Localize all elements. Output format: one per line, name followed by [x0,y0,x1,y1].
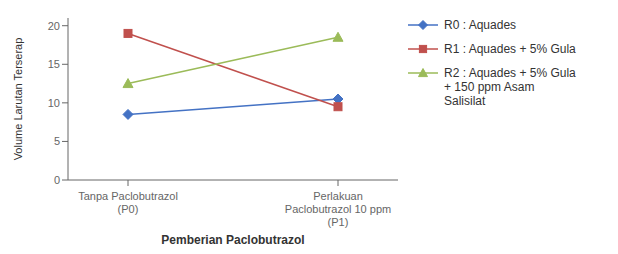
html-text:R1 : Aquades + 5% Gula: R1 : Aquades + 5% Gula [444,42,576,56]
svg-text:20: 20 [48,20,60,32]
svg-text:Tanpa Paclobutrazol(P0): Tanpa Paclobutrazol(P0) [78,190,178,215]
svg-text:Volume Larutan Terserap: Volume Larutan Terserap [12,38,24,161]
html-text:R2 : Aquades + 5% Gula + 150 p: R2 : Aquades + 5% Gula + 150 ppm Asam Sa… [444,66,576,108]
svg-text:15: 15 [48,58,60,70]
svg-text:0: 0 [54,174,60,186]
html-text:R0 : Aquades: R0 : Aquades [444,18,517,32]
svg-text:10: 10 [48,97,60,109]
svg-text:PerlakuanPaclobutrazol 10 ppm(: PerlakuanPaclobutrazol 10 ppm(P1) [285,190,391,228]
svg-text:5: 5 [54,135,60,147]
svg-text:Pemberian Paclobutrazol: Pemberian Paclobutrazol [161,233,304,244]
